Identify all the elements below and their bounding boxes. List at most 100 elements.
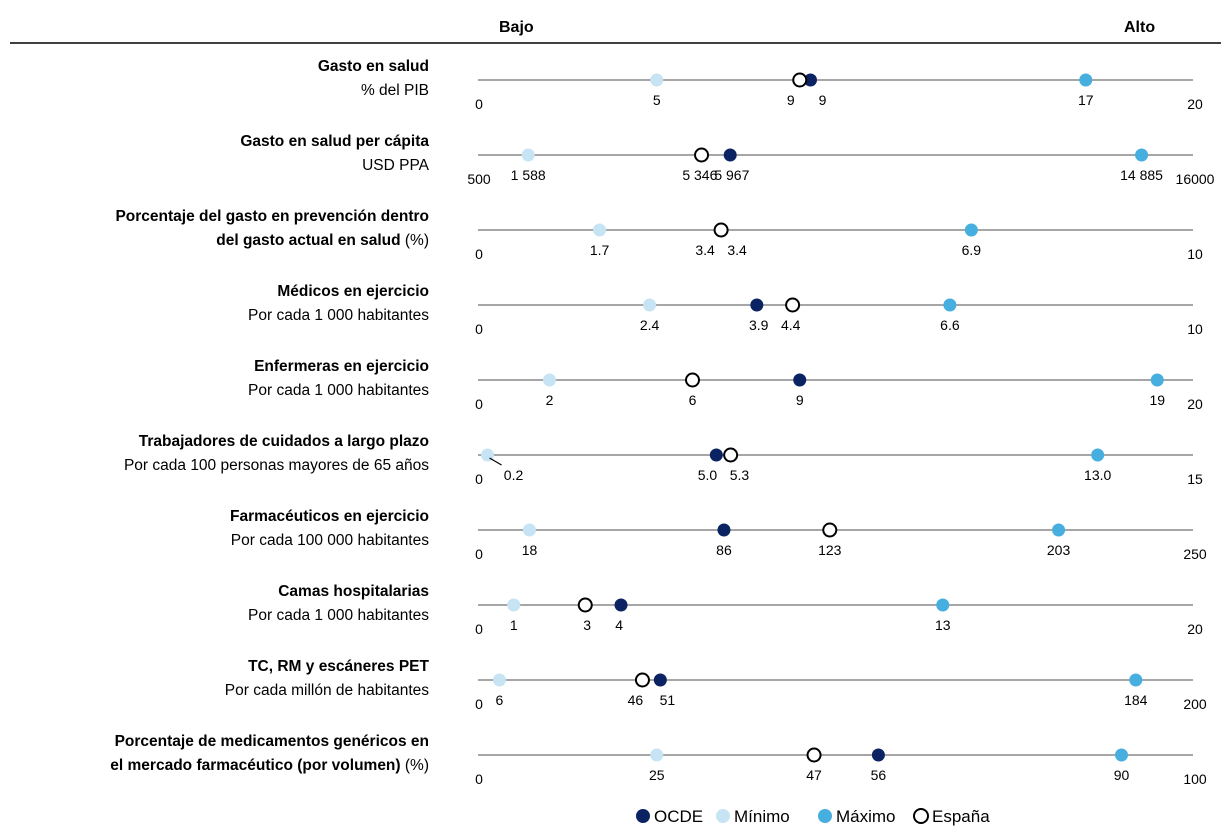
legend-item-max: Máximo	[818, 807, 896, 826]
value-label-oecd: 56	[871, 767, 887, 783]
marker-oecd	[803, 73, 817, 87]
marker-oecd	[614, 598, 628, 612]
legend-marker-min	[716, 809, 730, 823]
marker-spain	[822, 522, 838, 538]
marker-oecd	[793, 373, 807, 387]
indicator-subtitle: Por cada 1 000 habitantes	[248, 307, 429, 324]
value-label-max: 17	[1078, 92, 1094, 108]
legend-label-max: Máximo	[836, 807, 896, 826]
legend-marker-spain	[913, 808, 929, 824]
indicator-title: Enfermeras en ejercicio	[254, 358, 429, 375]
value-label-spain: 47	[806, 767, 822, 783]
indicator-title: Gasto en salud	[318, 58, 429, 75]
indicator-row: Médicos en ejercicio Por cada 1 000 habit…	[248, 283, 1203, 337]
marker-max	[1091, 448, 1105, 462]
indicator-title-line2: del gasto actual en salud (%)	[216, 232, 429, 249]
axis-max-label: 15	[1187, 471, 1203, 487]
value-label-max: 19	[1149, 392, 1165, 408]
value-label-min: 1 588	[511, 167, 546, 183]
indicator-title: Porcentaje de medicamentos genéricos en	[115, 733, 429, 750]
value-label-max: 6.9	[962, 242, 982, 258]
legend-marker-max	[818, 809, 832, 823]
value-label-oecd: 3.4	[727, 242, 747, 258]
indicator-title: Farmacéuticos en ejercicio	[230, 508, 429, 525]
value-label-min: 18	[522, 542, 538, 558]
marker-min	[643, 298, 657, 312]
axis-min-label: 0	[475, 546, 483, 562]
indicator-title-line2: el mercado farmacéutico (por volumen) (%…	[110, 757, 429, 774]
legend-label-spain: España	[932, 807, 990, 826]
axis-min-label: 0	[475, 621, 483, 637]
axis-min-label: 0	[475, 246, 483, 262]
leader-line	[489, 457, 502, 466]
indicator-row: Camas hospitalarias Por cada 1 000 habita…	[248, 583, 1203, 637]
axis-min-label: 500	[467, 171, 491, 187]
indicator-row: Gasto en salud % del PIB 0 20 5 17 9 9	[318, 58, 1203, 112]
marker-max	[1129, 673, 1143, 687]
legend-item-min: Mínimo	[716, 807, 790, 826]
axis-min-label: 0	[475, 696, 483, 712]
value-label-spain: 123	[818, 542, 842, 558]
value-label-spain: 5 346	[682, 167, 717, 183]
marker-oecd	[653, 673, 667, 687]
indicator-unit-suffix: (%)	[401, 757, 429, 774]
marker-spain	[792, 72, 808, 88]
value-label-oecd: 4	[615, 617, 623, 633]
marker-min	[543, 373, 556, 387]
legend: OCDE Mínimo Máximo España	[636, 807, 990, 826]
marker-spain	[785, 297, 801, 313]
indicator-subtitle: Por cada millón de habitantes	[225, 682, 429, 699]
indicator-row: Enfermeras en ejercicio Por cada 1 000 ha…	[248, 358, 1203, 412]
marker-spain	[694, 147, 710, 163]
value-label-spain: 4.4	[781, 317, 801, 333]
value-label-spain: 46	[628, 692, 644, 708]
value-label-spain: 6	[689, 392, 697, 408]
marker-oecd	[717, 523, 731, 537]
value-label-max: 6.6	[940, 317, 960, 333]
indicator-subtitle: Por cada 1 000 habitantes	[248, 382, 429, 399]
marker-max	[943, 298, 957, 312]
axis-max-label: 20	[1187, 621, 1203, 637]
marker-oecd	[709, 448, 723, 462]
marker-max	[936, 598, 950, 612]
marker-min	[650, 73, 664, 87]
axis-min-label: 0	[475, 96, 483, 112]
indicator-title-line2-bold: del gasto actual en salud	[216, 232, 400, 249]
marker-max	[1052, 523, 1066, 537]
legend-label-min: Mínimo	[734, 807, 790, 826]
marker-max	[964, 223, 978, 237]
marker-max	[1115, 748, 1128, 762]
marker-min	[521, 148, 535, 162]
axis-min-label: 0	[475, 321, 483, 337]
value-label-min: 2	[546, 392, 554, 408]
value-label-min: 5	[653, 92, 661, 108]
marker-spain	[634, 672, 650, 688]
marker-oecd	[871, 748, 885, 762]
marker-spain	[577, 597, 593, 613]
value-label-spain: 3	[583, 617, 591, 633]
value-label-max: 203	[1047, 542, 1071, 558]
value-label-min: 1.7	[590, 242, 610, 258]
marker-max	[1150, 373, 1164, 387]
indicator-subtitle: Por cada 1 000 habitantes	[248, 607, 429, 624]
value-label-oecd: 5.0	[698, 467, 718, 483]
value-label-max: 13.0	[1084, 467, 1111, 483]
axis-max-label: 20	[1187, 96, 1203, 112]
marker-spain	[723, 447, 739, 463]
axis-max-label: 100	[1183, 771, 1207, 787]
marker-min	[522, 523, 536, 537]
value-label-oecd: 5 967	[714, 167, 749, 183]
marker-min	[492, 673, 506, 687]
indicator-title: TC, RM y escáneres PET	[248, 658, 429, 675]
indicator-row: TC, RM y escáneres PET Por cada millón de…	[225, 658, 1207, 712]
marker-max	[1079, 73, 1093, 87]
value-label-spain: 9	[787, 92, 795, 108]
indicator-title: Médicos en ejercicio	[277, 283, 429, 300]
marker-min	[650, 748, 664, 762]
value-label-min: 6	[496, 692, 504, 708]
indicator-title-line2-bold: el mercado farmacéutico (por volumen)	[110, 757, 400, 774]
axis-min-label: 0	[475, 396, 483, 412]
marker-spain	[685, 372, 700, 388]
